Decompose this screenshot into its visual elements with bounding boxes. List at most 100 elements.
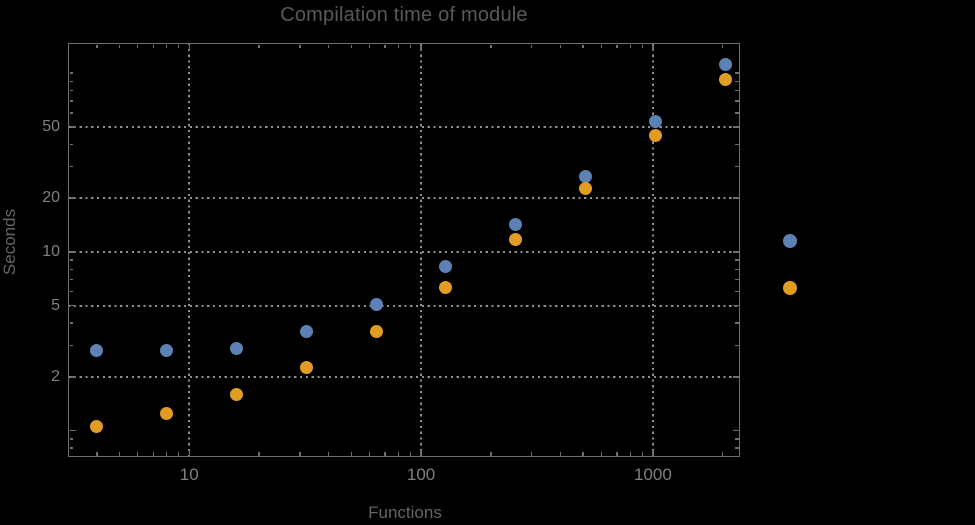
data-point-series-2-orange <box>160 406 174 420</box>
x-tick-mark <box>350 44 352 48</box>
x-tick-mark <box>490 44 492 48</box>
x-tick-mark <box>409 44 412 48</box>
data-point-series-2-orange <box>90 420 104 434</box>
y-tick-mark <box>732 126 739 128</box>
data-point-series-2-orange <box>439 281 453 295</box>
x-tick-mark <box>137 44 139 48</box>
x-tick-mark <box>582 452 584 456</box>
data-point-series-1-blue <box>160 344 174 358</box>
x-tick-mark <box>137 452 139 456</box>
x-tick-mark <box>397 44 400 48</box>
y-gridline <box>68 125 740 128</box>
y-tick-label: 5 <box>51 296 60 314</box>
y-tick-mark <box>69 344 73 347</box>
x-tick-mark <box>652 44 654 51</box>
y-tick-mark <box>69 290 73 293</box>
y-tick-label: 50 <box>42 117 60 135</box>
x-tick-mark <box>177 452 180 456</box>
y-tick-label: 20 <box>42 189 60 207</box>
data-point-series-1-blue <box>648 115 662 129</box>
x-tick-mark <box>641 44 643 48</box>
x-tick-mark <box>166 44 168 48</box>
x-tick-mark <box>118 44 121 48</box>
x-tick-mark <box>641 452 643 456</box>
data-point-series-1-blue <box>509 217 523 231</box>
x-tick-mark <box>368 452 371 456</box>
y-tick-mark <box>69 268 73 270</box>
y-tick-mark <box>732 251 739 253</box>
x-tick-mark <box>258 452 260 456</box>
x-tick-mark <box>530 44 533 48</box>
y-tick-mark <box>735 344 739 347</box>
y-tick-mark <box>69 100 73 102</box>
y-tick-mark <box>732 430 739 432</box>
data-point-series-1-blue <box>439 259 453 273</box>
x-gridline <box>188 43 191 457</box>
y-tick-mark <box>69 126 76 128</box>
y-tick-mark <box>69 278 73 281</box>
x-tick-mark <box>616 452 618 456</box>
x-tick-mark <box>721 452 724 456</box>
legend-marker-series-1 <box>783 234 797 248</box>
chart-title: Compilation time of module <box>280 4 528 26</box>
x-tick-mark <box>96 44 98 48</box>
y-tick-mark <box>735 72 739 74</box>
y-tick-mark <box>735 447 739 449</box>
x-tick-label: 100 <box>406 465 436 484</box>
x-tick-mark <box>188 449 190 456</box>
y-tick-mark <box>69 89 73 92</box>
x-tick-mark <box>328 44 330 48</box>
data-point-series-2-orange <box>509 233 523 247</box>
x-tick-mark <box>350 452 352 456</box>
y-gridline <box>68 250 740 253</box>
y-tick-mark <box>732 197 739 199</box>
data-point-series-2-orange <box>369 324 383 338</box>
y-tick-mark <box>69 430 76 432</box>
data-point-series-1-blue <box>718 57 732 71</box>
y-tick-mark <box>735 259 739 261</box>
y-tick-mark <box>735 89 739 92</box>
data-point-series-1-blue <box>90 344 104 358</box>
x-tick-mark <box>152 452 154 456</box>
x-tick-mark <box>616 44 618 48</box>
data-point-series-2-orange <box>648 129 662 143</box>
y-tick-mark <box>69 447 73 449</box>
y-tick-mark <box>735 268 739 270</box>
y-tick-mark <box>69 251 76 253</box>
y-gridline <box>68 375 740 378</box>
x-tick-mark <box>96 452 98 456</box>
y-tick-mark <box>69 438 73 440</box>
y-tick-label: 10 <box>42 242 60 260</box>
data-point-series-2-orange <box>230 387 244 401</box>
x-tick-mark <box>629 452 632 456</box>
x-tick-mark <box>397 452 400 456</box>
y-tick-mark <box>69 322 73 324</box>
x-tick-mark <box>328 452 330 456</box>
x-tick-mark <box>177 44 180 48</box>
x-tick-label: 1000 <box>633 465 672 484</box>
y-tick-mark <box>735 143 739 145</box>
y-tick-mark <box>69 80 73 83</box>
x-tick-mark <box>384 44 386 48</box>
y-tick-mark <box>69 197 76 199</box>
y-tick-mark <box>69 376 76 378</box>
x-tick-mark <box>299 452 301 456</box>
x-tick-mark <box>188 44 190 51</box>
data-point-series-1-blue <box>579 170 592 184</box>
x-tick-mark <box>600 452 603 456</box>
y-tick-mark <box>735 165 739 168</box>
x-tick-mark <box>582 44 584 48</box>
y-tick-mark <box>735 278 739 281</box>
legend-marker-series-2 <box>783 281 797 295</box>
x-tick-label: 10 <box>179 465 199 484</box>
x-tick-mark <box>368 44 371 48</box>
x-tick-mark <box>490 452 492 456</box>
x-tick-mark <box>559 44 562 48</box>
x-gridline <box>651 43 654 457</box>
y-tick-mark <box>735 438 739 440</box>
x-tick-mark <box>652 449 654 456</box>
data-point-series-2-orange <box>579 182 592 196</box>
x-tick-mark <box>721 44 724 48</box>
x-tick-mark <box>118 452 121 456</box>
